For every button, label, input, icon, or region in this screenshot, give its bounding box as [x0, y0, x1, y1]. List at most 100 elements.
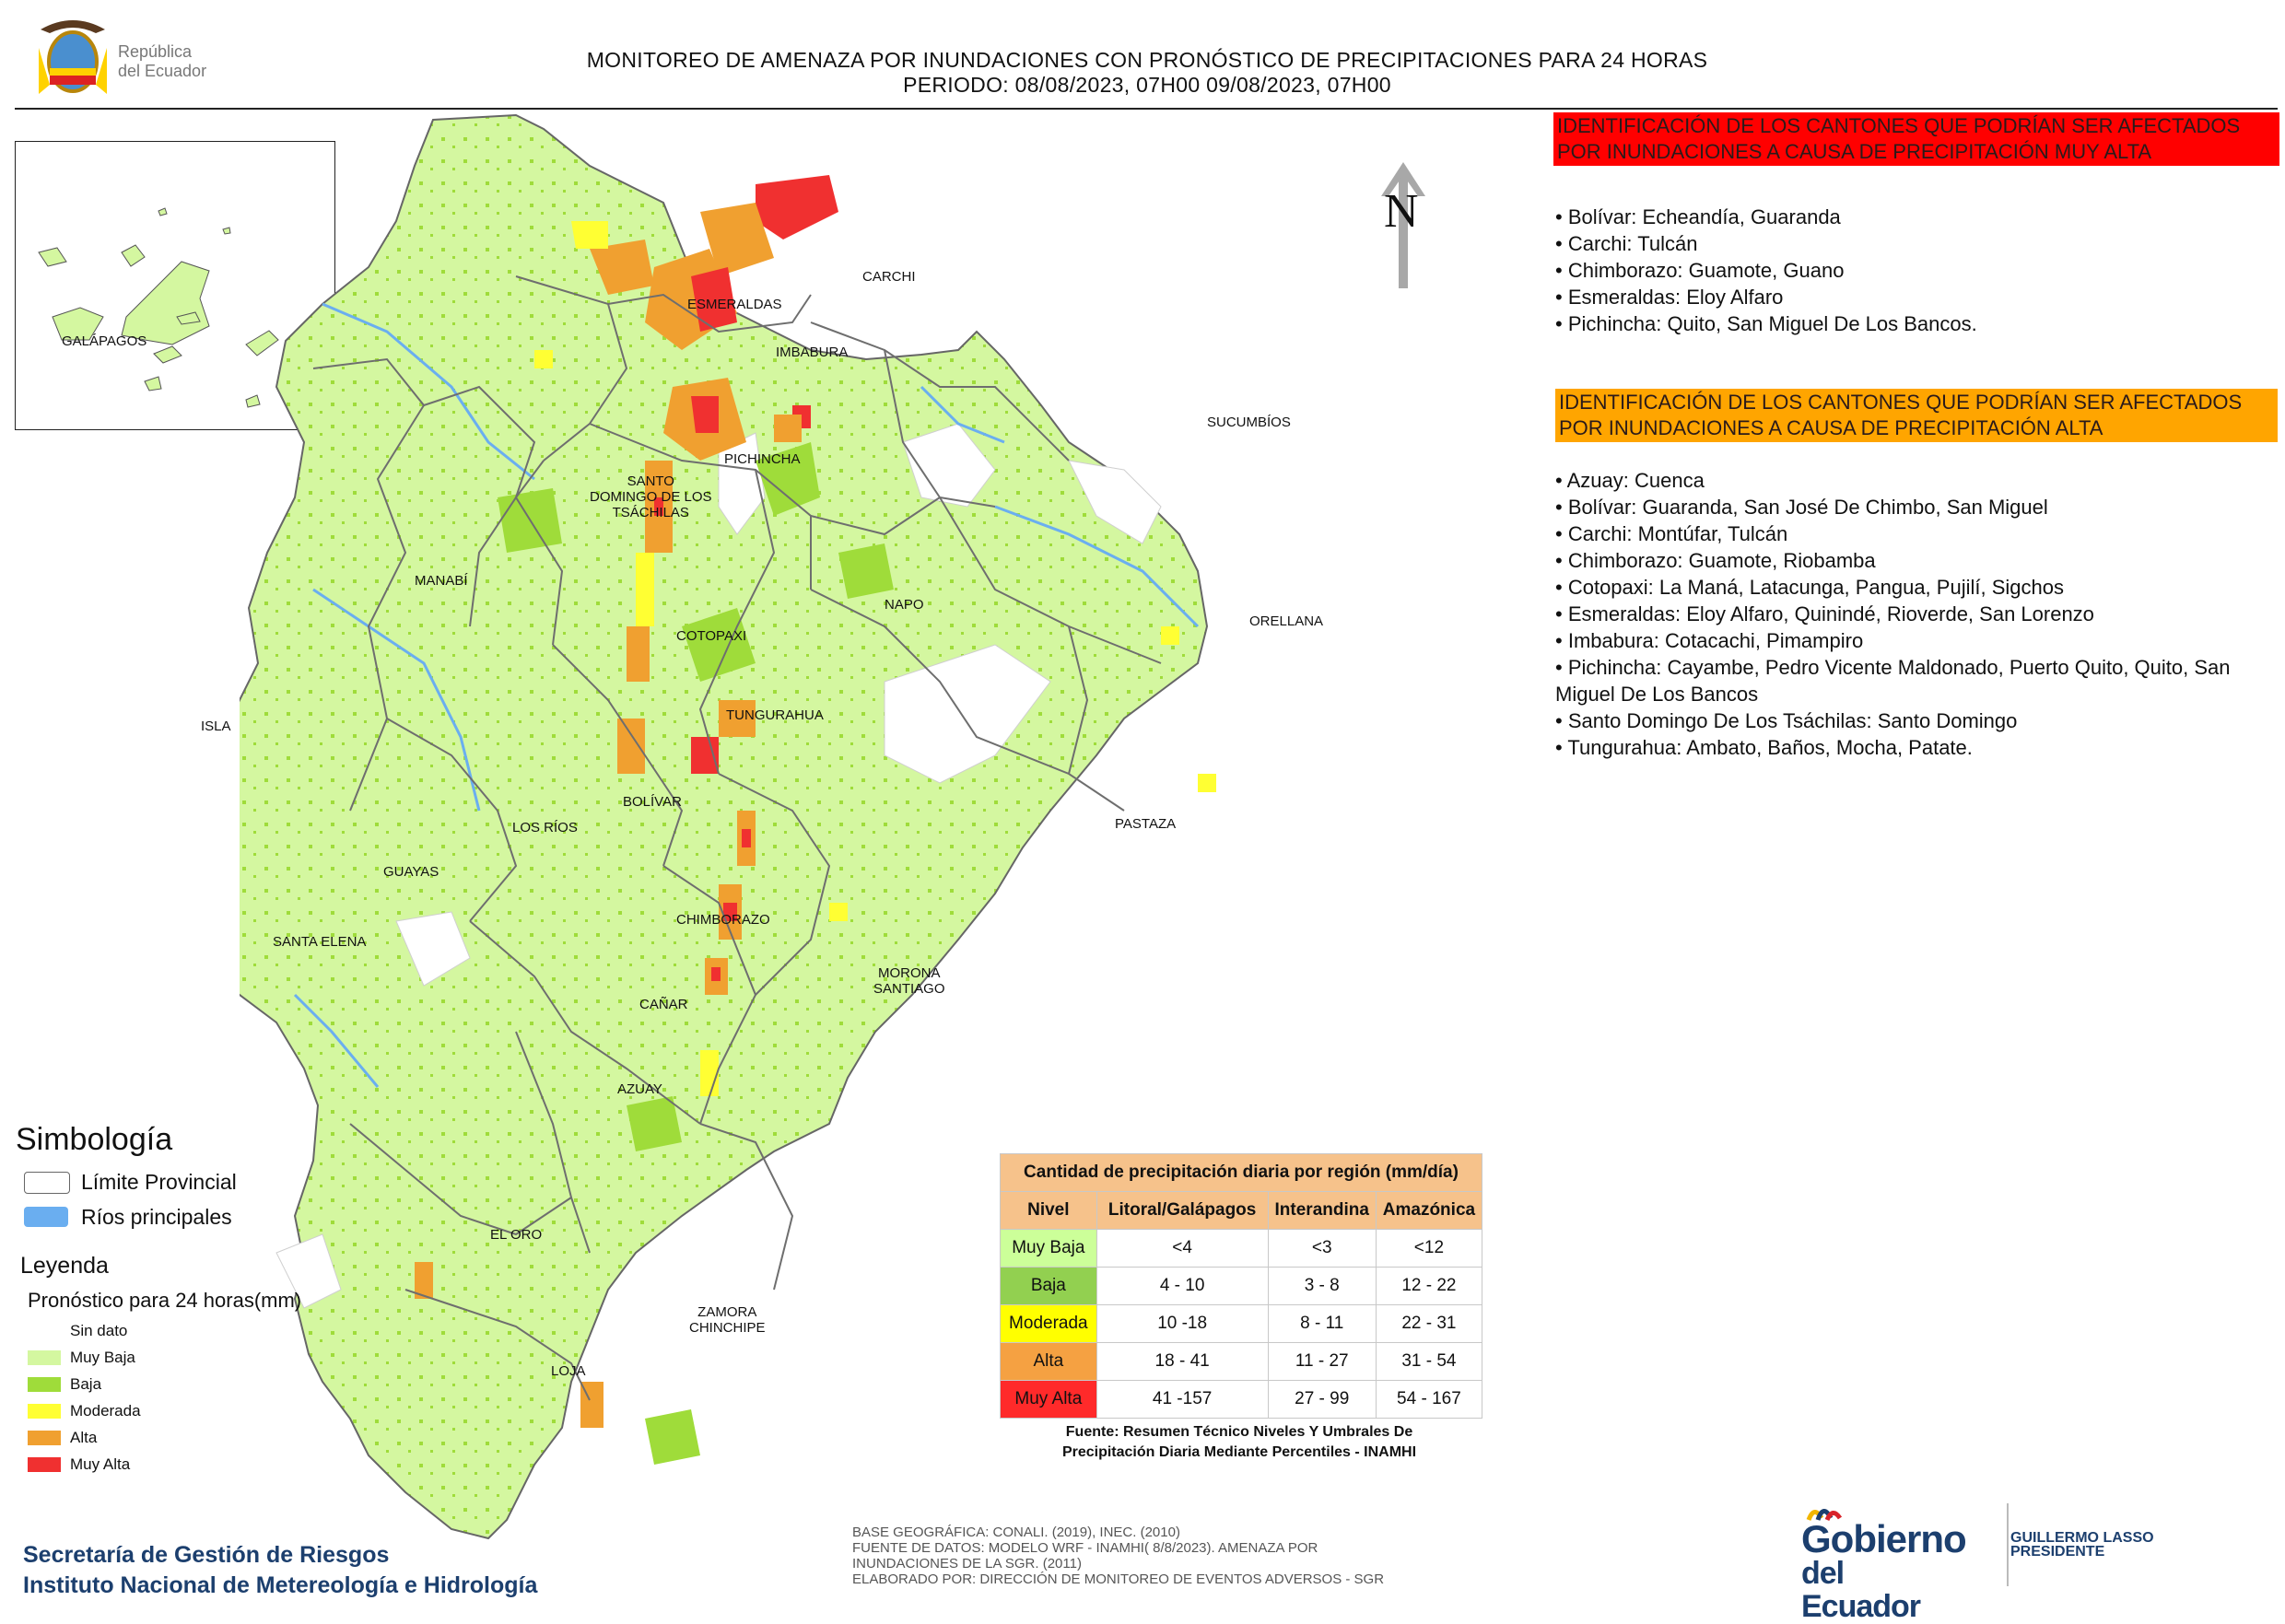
province-label-zamora-chinchipe: ZAMORA CHINCHIPE — [689, 1304, 766, 1336]
rios-principales-swatch — [24, 1207, 68, 1227]
province-label-santo-domingo: SANTO DOMINGO DE LOS TSÁCHILAS — [590, 473, 712, 520]
col-header-litoral: Litoral/Galápagos — [1096, 1191, 1269, 1230]
litoral-cell: 18 - 41 — [1096, 1342, 1269, 1381]
symbology-title: Simbología — [16, 1122, 173, 1157]
amazonica-cell: <12 — [1375, 1229, 1483, 1268]
province-label-sucumbios: SUCUMBÍOS — [1207, 415, 1291, 430]
list-item: Bolívar: Echeandía, Guaranda — [1555, 204, 2283, 230]
list-item: Cotopaxi: La Maná, Latacunga, Pangua, Pu… — [1555, 574, 2283, 601]
footer-sources: BASE GEOGRÁFICA: CONALI. (2019), INEC. (… — [852, 1525, 1424, 1587]
legend-swatch-muy-baja — [28, 1350, 61, 1365]
north-label: N — [1384, 185, 1419, 238]
interandina-cell: 11 - 27 — [1267, 1342, 1377, 1381]
limite-provincial-label: Límite Provincial — [81, 1170, 237, 1194]
page-title: MONITOREO DE AMENAZA POR INUNDACIONES CO… — [433, 48, 1861, 98]
footer-organizations: Secretaría de Gestión de Riesgos Institu… — [23, 1540, 537, 1601]
list-item: Imbabura: Cotacachi, Pimampiro — [1555, 627, 2283, 654]
table-row: Alta 18 - 41 11 - 27 31 - 54 — [1000, 1342, 1483, 1381]
province-label-morona-santiago: MORONA SANTIAGO — [873, 965, 945, 997]
province-label-napo: NAPO — [885, 597, 924, 613]
table-header-row: Nivel Litoral/Galápagos Interandina Amaz… — [1000, 1191, 1483, 1230]
nivel-cell: Muy Alta — [1000, 1380, 1097, 1419]
legend-label-alta: Alta — [70, 1429, 98, 1446]
province-label-los-rios: LOS RÍOS — [512, 820, 578, 835]
legend-label-muy-baja: Muy Baja — [70, 1349, 135, 1366]
province-label-esmeraldas: ESMERALDAS — [687, 297, 782, 312]
footer-separator — [2007, 1503, 2009, 1586]
table-row: Moderada 10 -18 8 - 11 22 - 31 — [1000, 1304, 1483, 1343]
list-item: Tungurahua: Ambato, Baños, Mocha, Patate… — [1555, 734, 2283, 761]
list-item: Pichincha: Quito, San Miguel De Los Banc… — [1555, 310, 2283, 337]
legend-swatch-sin-dato — [28, 1324, 61, 1338]
province-label-tungurahua: TUNGURAHUA — [726, 707, 824, 723]
province-label-chimborazo: CHIMBORAZO — [676, 912, 770, 928]
province-label-isla: ISLA — [201, 719, 231, 734]
legend-label-muy-alta: Muy Alta — [70, 1455, 131, 1473]
province-label-azuay: AZUAY — [617, 1081, 662, 1097]
list-item: Bolívar: Guaranda, San José De Chimbo, S… — [1555, 494, 2283, 520]
province-label-loja: LOJA — [551, 1363, 586, 1379]
province-label-carchi: CARCHI — [862, 269, 916, 285]
province-label-cotopaxi: COTOPAXI — [676, 628, 747, 644]
legend-swatch-baja — [28, 1377, 61, 1392]
org-line-2: Instituto Nacional de Metereología e Hid… — [23, 1572, 538, 1598]
pres-line-1: GUILLERMO LASSO — [2010, 1530, 2154, 1546]
legend-label-moderada: Moderada — [70, 1402, 141, 1420]
legend-title: Leyenda — [20, 1253, 109, 1279]
list-item: Pichincha: Cayambe, Pedro Vicente Maldon… — [1555, 654, 2283, 707]
base-line-2: FUENTE DE DATOS: MODELO WRF - INAMHI( 8/… — [852, 1540, 1318, 1556]
gob-line-2: del Ecuador — [1801, 1556, 1921, 1624]
province-label-orellana: ORELLANA — [1249, 613, 1324, 629]
province-label-bolivar: BOLÍVAR — [623, 794, 682, 810]
table-row: Muy Alta 41 -157 27 - 99 54 - 167 — [1000, 1380, 1483, 1419]
interandina-cell: 8 - 11 — [1267, 1304, 1377, 1343]
list-item: Santo Domingo De Los Tsáchilas: Santo Do… — [1555, 707, 2283, 734]
province-label-imbabura: IMBABURA — [776, 345, 849, 360]
legend-label-baja: Baja — [70, 1375, 102, 1393]
source-line-2: Precipitación Diaria Mediante Percentile… — [1061, 1444, 1417, 1460]
table-title-row: Cantidad de precipitación diaria por reg… — [1000, 1153, 1482, 1192]
province-label-el-oro: EL ORO — [490, 1227, 543, 1243]
table-row: Muy Baja <4 <3 <12 — [1000, 1229, 1483, 1268]
legend-swatch-moderada — [28, 1404, 61, 1419]
list-item: Carchi: Tulcán — [1555, 230, 2283, 257]
litoral-cell: 41 -157 — [1096, 1380, 1269, 1419]
nivel-cell: Moderada — [1000, 1304, 1097, 1343]
republica-logo-text: República del Ecuador — [118, 42, 206, 81]
ecuador-precipitation-map: ESMERALDAS CARCHI IMBABURA SUCUMBÍOS PIC… — [173, 111, 1566, 1552]
precip-hotspots — [415, 175, 838, 1428]
coat-of-arms-logo — [31, 11, 114, 101]
list-item: Carchi: Montúfar, Tulcán — [1555, 520, 2283, 547]
table-title: Cantidad de precipitación diaria por reg… — [1000, 1153, 1482, 1192]
interandina-cell: <3 — [1267, 1229, 1377, 1268]
list-item: Esmeraldas: Eloy Alfaro — [1555, 284, 2283, 310]
interandina-cell: 27 - 99 — [1267, 1380, 1377, 1419]
alert-alta-list: Azuay: Cuenca Bolívar: Guaranda, San Jos… — [1555, 467, 2283, 761]
table-source: Fuente: Resumen Técnico Niveles Y Umbral… — [1000, 1422, 1479, 1463]
limite-provincial-swatch — [24, 1172, 70, 1194]
province-label-pichincha: PICHINCHA — [724, 451, 801, 467]
legend-swatch-alta — [28, 1431, 61, 1445]
org-line-1: Secretaría de Gestión de Riesgos — [23, 1542, 390, 1568]
col-header-nivel: Nivel — [1000, 1191, 1097, 1230]
litoral-cell: 10 -18 — [1096, 1304, 1269, 1343]
list-item: Chimborazo: Guamote, Riobamba — [1555, 547, 2283, 574]
interandina-cell: 3 - 8 — [1267, 1267, 1377, 1305]
title-line-1: MONITOREO DE AMENAZA POR INUNDACIONES CO… — [586, 48, 1708, 72]
litoral-cell: <4 — [1096, 1229, 1269, 1268]
base-line-4: ELABORADO POR: DIRECCIÓN DE MONITOREO DE… — [852, 1571, 1385, 1587]
president-label: GUILLERMO LASSO PRESIDENTE — [2010, 1530, 2154, 1560]
amazonica-cell: 54 - 167 — [1375, 1380, 1483, 1419]
gob-line-1: Gobierno — [1801, 1517, 1967, 1560]
list-item: Chimborazo: Guamote, Guano — [1555, 257, 2283, 284]
province-label-canar: CAÑAR — [639, 997, 688, 1012]
alert-muy-alta-title: IDENTIFICACIÓN DE LOS CANTONES QUE PODRÍ… — [1553, 112, 2279, 166]
province-label-manabi: MANABÍ — [415, 573, 468, 589]
legend-label-sin-dato: Sin dato — [70, 1322, 128, 1339]
base-line-3: INUNDACIONES DE LA SGR. (2011) — [852, 1556, 1082, 1571]
logo-line-1: República — [118, 42, 193, 61]
col-header-amazonica: Amazónica — [1375, 1191, 1483, 1230]
alert-alta-title: IDENTIFICACIÓN DE LOS CANTONES QUE PODRÍ… — [1555, 389, 2278, 442]
litoral-cell: 4 - 10 — [1096, 1267, 1269, 1305]
amazonica-cell: 31 - 54 — [1375, 1342, 1483, 1381]
